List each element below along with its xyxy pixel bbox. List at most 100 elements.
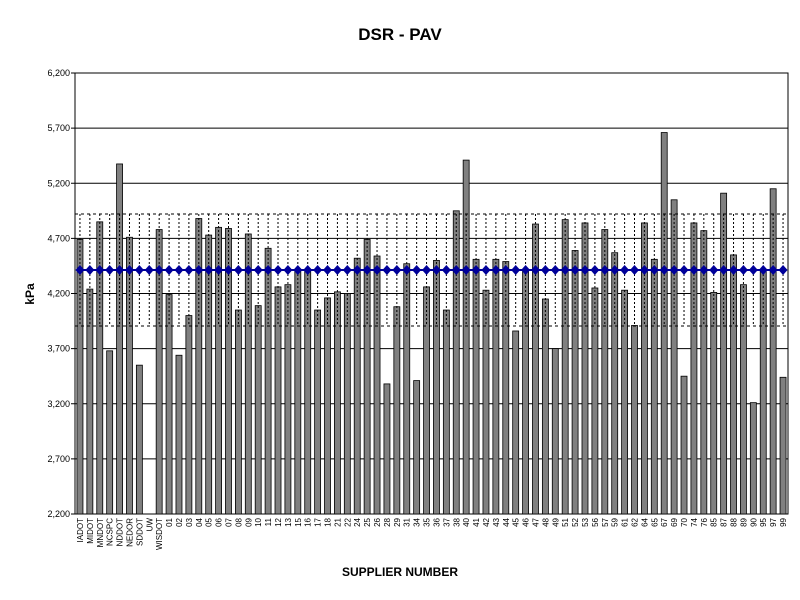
- mean-marker: [243, 265, 253, 276]
- bar: [492, 258, 500, 515]
- mean-marker: [323, 265, 333, 276]
- bar: [86, 288, 94, 515]
- bar: [502, 261, 510, 515]
- x-tick-label: 41: [472, 517, 481, 526]
- bar: [135, 364, 143, 515]
- mean-marker: [233, 265, 243, 276]
- x-tick-label: 08: [234, 517, 243, 526]
- x-tick-label: NCSPC: [106, 518, 115, 546]
- bar: [512, 330, 520, 515]
- x-tick-label: 48: [541, 517, 550, 526]
- bar: [749, 402, 757, 515]
- mean-marker: [630, 265, 640, 276]
- x-tick-label: 36: [432, 517, 441, 526]
- mean-marker: [105, 265, 115, 276]
- x-tick-label: 90: [749, 517, 758, 526]
- mean-marker: [709, 265, 719, 276]
- mean-marker: [530, 265, 540, 276]
- mean-marker: [75, 265, 85, 276]
- mean-marker: [313, 265, 323, 276]
- bar: [175, 354, 183, 515]
- x-tick-label: 62: [631, 517, 640, 526]
- y-tick-label: 3,700: [47, 344, 70, 354]
- mean-marker: [293, 265, 303, 276]
- x-tick-label: 57: [601, 517, 610, 526]
- x-tick-label: 40: [462, 517, 471, 526]
- mean-marker: [540, 265, 550, 276]
- x-tick-label: 89: [739, 517, 748, 526]
- bar: [116, 163, 123, 515]
- mean-marker: [748, 265, 758, 276]
- x-tick-label: 42: [482, 517, 491, 526]
- bar: [472, 258, 480, 515]
- bar: [363, 239, 371, 515]
- x-tick-label: 69: [670, 517, 679, 526]
- bar: [720, 192, 728, 515]
- x-tick-label: 22: [343, 517, 352, 526]
- x-tick-label: 97: [769, 517, 778, 526]
- x-tick-label: 21: [333, 517, 342, 526]
- mean-marker: [639, 265, 649, 276]
- bar: [106, 350, 114, 515]
- bar: [730, 254, 737, 515]
- x-tick-label: 13: [284, 517, 293, 526]
- bar: [670, 199, 678, 515]
- mean-marker: [402, 265, 412, 276]
- mean-marker: [174, 265, 184, 276]
- bar: [740, 284, 747, 515]
- mean-marker: [85, 265, 95, 276]
- mean-marker: [679, 265, 689, 276]
- mean-marker: [590, 265, 600, 276]
- mean-marker: [570, 265, 580, 276]
- mean-marker: [184, 265, 194, 276]
- mean-marker: [144, 265, 154, 276]
- bar: [442, 309, 450, 515]
- mean-marker: [689, 265, 699, 276]
- bar: [294, 268, 302, 515]
- x-tick-label: 49: [551, 517, 560, 526]
- mean-marker: [263, 265, 273, 276]
- x-tick-label: 85: [710, 517, 719, 526]
- mean-marker: [778, 265, 788, 276]
- x-tick-label: 46: [522, 517, 531, 526]
- mean-marker: [372, 265, 382, 276]
- mean-marker: [738, 265, 748, 276]
- bar: [551, 348, 559, 515]
- mean-marker: [451, 265, 461, 276]
- x-tick-label: 16: [304, 517, 313, 526]
- bar: [710, 291, 718, 515]
- bar: [274, 286, 282, 515]
- x-tick-label: 28: [383, 517, 392, 526]
- x-tick-label: NDDOT: [116, 518, 125, 547]
- x-tick-label: 25: [363, 517, 372, 526]
- x-tick-label: 18: [324, 517, 333, 526]
- mean-marker: [521, 265, 531, 276]
- x-tick-label: 26: [373, 517, 382, 526]
- x-tick-label: 15: [294, 517, 303, 526]
- bar: [611, 252, 619, 515]
- x-tick-label: IADOT: [76, 518, 85, 543]
- x-tick-label: 44: [502, 517, 511, 526]
- bar: [393, 306, 401, 515]
- y-tick-label: 6,200: [47, 68, 70, 78]
- mean-marker: [214, 265, 224, 276]
- mean-marker: [610, 265, 620, 276]
- x-tick-label: 06: [215, 517, 224, 526]
- mean-marker: [303, 265, 313, 276]
- mean-marker: [283, 265, 293, 276]
- bar: [373, 255, 381, 515]
- bar: [591, 287, 599, 515]
- bar: [413, 380, 421, 515]
- bar: [403, 263, 411, 515]
- mean-marker: [253, 265, 263, 276]
- bar: [225, 228, 232, 515]
- mean-marker: [481, 265, 491, 276]
- x-tick-label: SDDOT: [135, 518, 144, 546]
- mean-marker: [461, 265, 471, 276]
- bar: [334, 291, 341, 515]
- bar: [284, 284, 292, 515]
- bar: [779, 376, 787, 515]
- mean-marker: [441, 265, 451, 276]
- mean-marker: [332, 265, 342, 276]
- bar: [631, 325, 638, 515]
